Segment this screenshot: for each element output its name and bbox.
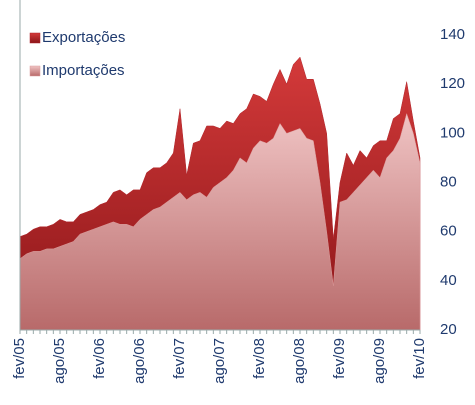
y-tick-label: 60: [440, 223, 457, 240]
area: [19, 112, 421, 331]
legend-swatch: [29, 65, 41, 77]
x-tick-label: ago/07: [211, 338, 228, 384]
y-tick-label: 40: [440, 272, 457, 289]
legend-label: Exportações: [42, 29, 125, 46]
x-tick-label: fev/07: [171, 338, 188, 379]
x-tick-label: fev/10: [411, 338, 428, 379]
x-tick-label: ago/05: [51, 338, 68, 384]
legend-swatch: [29, 32, 41, 44]
x-tick-label: fev/05: [11, 338, 28, 379]
legend-label: Importações: [42, 62, 125, 79]
y-tick-label: 20: [440, 321, 457, 338]
x-tick-label: ago/08: [291, 338, 308, 384]
x-tick-label: ago/09: [371, 338, 388, 384]
y-tick-label: 140: [440, 26, 465, 43]
x-tick-label: fev/09: [331, 338, 348, 379]
y-tick-label: 80: [440, 173, 457, 190]
y-tick-label: 100: [440, 124, 465, 141]
x-tick-label: fev/08: [251, 338, 268, 379]
x-tick-label: ago/06: [131, 338, 148, 384]
x-tick-label: fev/06: [91, 338, 108, 379]
y-tick-label: 120: [440, 75, 465, 92]
